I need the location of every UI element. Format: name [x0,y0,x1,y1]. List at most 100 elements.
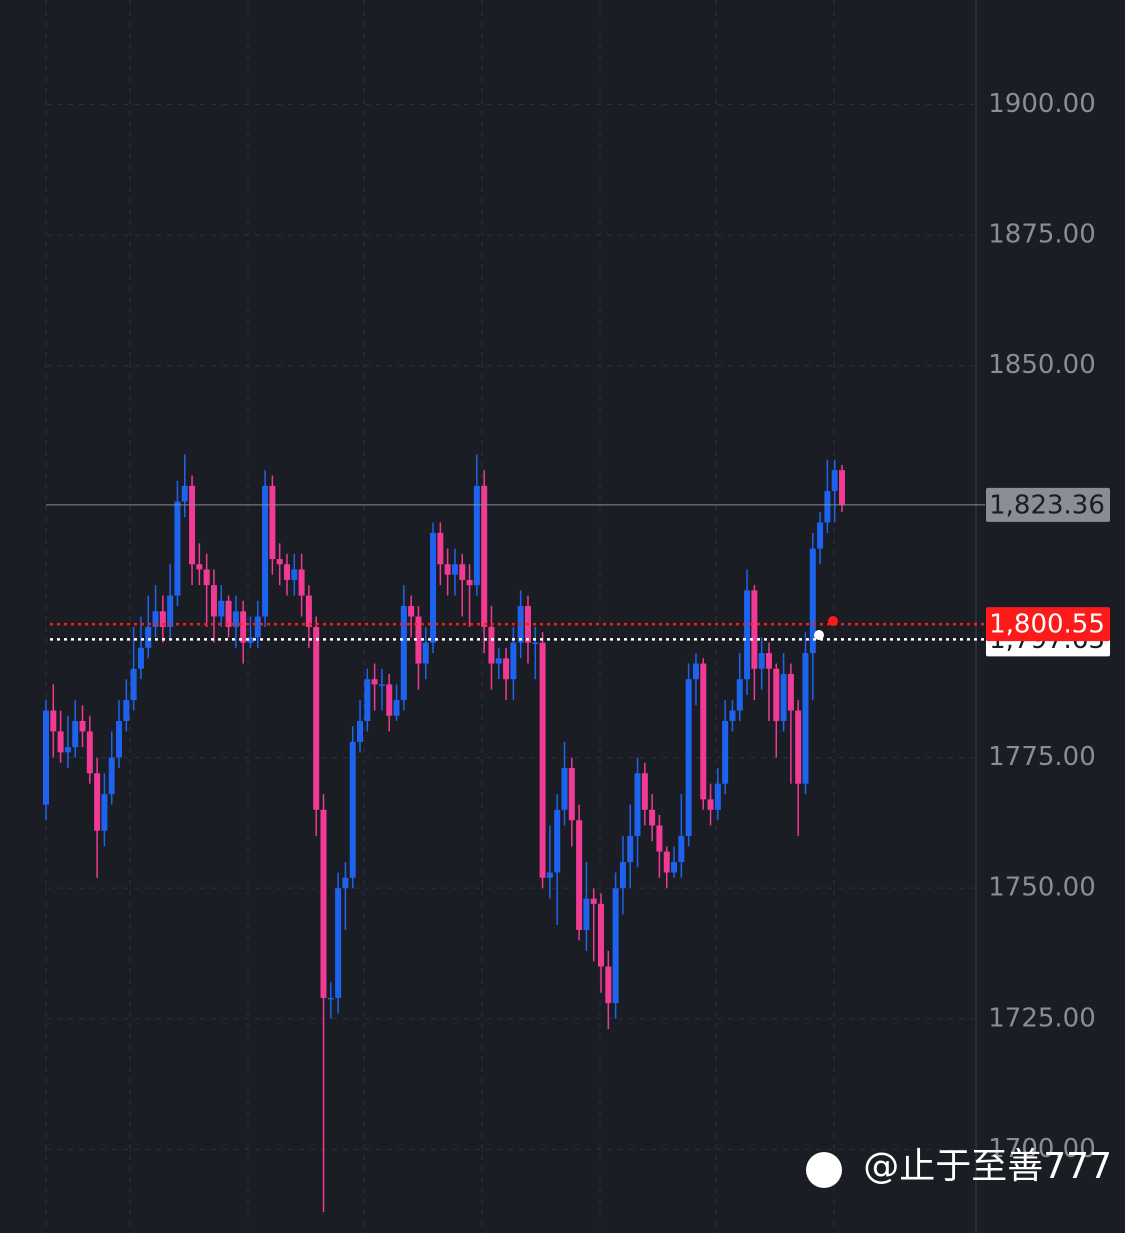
candle-body [773,668,780,721]
candle-body [510,642,517,680]
candle-body [692,663,699,680]
candle-body [554,809,561,873]
candle-body [203,569,210,586]
y-tick-label: 1875.00 [988,220,1096,250]
candle-body [758,653,765,669]
candle-body [451,564,458,575]
candle-body [839,470,845,505]
candle-body [232,611,239,627]
price-label: 1,800.55 [989,610,1105,640]
candle-body [225,600,232,627]
candle-body [313,626,320,810]
candle-body [736,679,743,711]
candle-body [546,872,553,878]
candle-body [262,485,269,617]
candle-body [386,684,393,716]
candle-body [780,673,787,721]
candle-body [57,731,64,753]
candle-body [116,720,123,758]
candle-body [291,569,298,580]
candle-body [130,668,137,701]
candle-body [422,642,429,664]
candle-body [656,825,663,852]
candle-body [181,485,188,502]
price-label-box [986,607,1110,642]
candle-body [503,658,510,680]
candle-body [189,485,196,565]
candle-body [196,564,203,570]
candle-body [590,898,597,904]
candle-body [729,710,736,721]
candle-body [495,658,502,664]
candle-body [357,720,364,742]
candle-body [678,835,685,863]
candle-body [605,966,612,1004]
candle-body [159,611,166,627]
candle-body [415,616,422,664]
candle-body [408,606,415,617]
candle-body [437,532,444,565]
candle-body [86,731,93,774]
candle-body [817,522,824,549]
candle-body [108,757,115,795]
candle-body [714,783,721,810]
candle-body [123,700,130,721]
candle-body [744,590,751,680]
candle-body [210,585,217,617]
candle-body [269,485,276,560]
marker-dot [828,616,838,626]
watermark-text: @止于至善777 [863,1146,1112,1187]
candle-body [671,862,678,873]
marker-dot [814,630,824,640]
candle-body [663,851,670,873]
y-tick-label: 1750.00 [988,873,1096,903]
candle-body [583,898,590,930]
candle-body [342,877,349,889]
candle-body [349,741,356,878]
candle-body [466,579,473,586]
candle-body [787,673,794,711]
candle-body [444,564,451,575]
candle-body [809,548,816,654]
y-tick-label: 1700.00 [988,1134,1096,1164]
candle-body [795,710,802,784]
candle-body [72,720,79,748]
candle-body [568,768,575,821]
candle-body [152,611,159,627]
candle-body [641,773,648,810]
candle-body [393,700,400,716]
candle-body [400,606,407,701]
candle-body [378,684,385,686]
candle-body [802,653,809,784]
candle-body [612,888,619,1004]
y-tick-label: 1775.00 [988,742,1096,772]
candle-body [305,595,312,627]
candle-body [43,710,49,805]
candle-body [327,997,334,1000]
candle-body [598,903,605,967]
candle-body [619,862,626,889]
candle-body [335,888,342,998]
candle-body [174,501,181,596]
candle-body [283,564,290,580]
candle-body [79,720,86,732]
price-label-box [986,487,1110,522]
candle-body [94,773,101,831]
candle-body [539,642,546,878]
candle-body [576,820,583,930]
y-tick-label: 1725.00 [988,1003,1096,1033]
candle-body [320,809,327,998]
watermark: @止于至善777 [806,1146,1112,1188]
candle-body [634,773,641,836]
candle-body [532,642,539,645]
candle-body [430,532,437,643]
candle-body [488,626,495,664]
candle-body [473,485,480,586]
y-tick-label: 1850.00 [988,350,1096,380]
candle-body [627,835,634,863]
candle-body [371,679,378,685]
candle-body [751,590,758,669]
candle-body [276,559,283,565]
candle-body [765,653,772,669]
